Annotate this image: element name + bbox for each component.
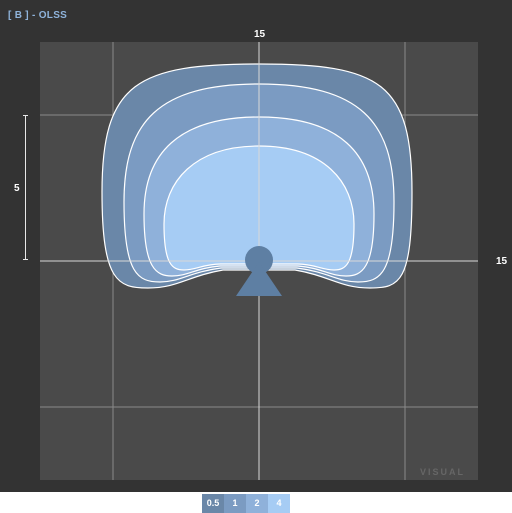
- right-axis-label: 15: [496, 256, 508, 267]
- speaker-icon: [236, 246, 282, 296]
- legend-item-1[interactable]: 1: [224, 494, 246, 513]
- coverage-plot[interactable]: VISUAL: [40, 42, 478, 480]
- legend-item-4[interactable]: 4: [268, 494, 290, 513]
- coverage-canvas: [40, 42, 478, 480]
- frequency-legend: 0.5 1 2 4: [202, 494, 290, 513]
- app-window: [ B ] - OLSS 15 15 5: [0, 0, 512, 492]
- legend-item-2[interactable]: 2: [246, 494, 268, 513]
- scale-bar: [23, 115, 28, 260]
- scale-label: 5: [14, 183, 20, 194]
- top-axis-label: 15: [254, 29, 266, 40]
- watermark-text: VISUAL: [420, 467, 466, 477]
- view-title: [ B ] - OLSS: [8, 10, 68, 21]
- legend-item-0-5[interactable]: 0.5: [202, 494, 224, 513]
